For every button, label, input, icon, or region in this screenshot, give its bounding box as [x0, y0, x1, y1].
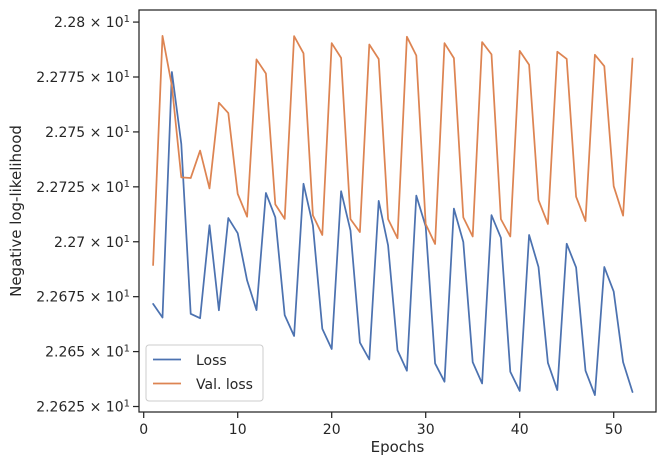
- series-line-loss: [152, 71, 634, 396]
- x-tick-label: 10: [229, 422, 247, 438]
- y-axis-label: Negative log-likelihood: [7, 125, 25, 297]
- plot-frame: [138, 9, 657, 413]
- x-tick-label: 50: [605, 422, 623, 438]
- series-lines: [152, 35, 634, 396]
- y-tick-label: 2.265 × 101: [45, 343, 130, 361]
- y-tick-label: 2.2625 × 101: [36, 398, 130, 416]
- x-axis-label: Epochs: [371, 438, 425, 456]
- x-tick-label: 30: [417, 422, 435, 438]
- series-line-val-loss: [152, 35, 634, 266]
- y-tick-label: 2.2775 × 101: [36, 69, 130, 87]
- x-axis: 0 10 20 30 40 50: [139, 412, 623, 438]
- legend-label-val-loss: Val. loss: [196, 377, 253, 393]
- x-tick-label: 20: [323, 422, 341, 438]
- y-tick-label: 2.27 × 101: [54, 233, 130, 251]
- x-tick-label: 40: [511, 422, 529, 438]
- y-tick-label: 2.28 × 101: [54, 14, 130, 32]
- y-tick-label: 2.2675 × 101: [36, 288, 130, 306]
- legend: Loss Val. loss: [145, 344, 264, 402]
- y-axis: 2.2625 × 101 2.265 × 101 2.2675 × 101 2.27 …: [36, 14, 139, 416]
- legend-label-loss: Loss: [196, 353, 227, 369]
- x-tick-label: 0: [139, 422, 148, 438]
- y-tick-label: 2.2725 × 101: [36, 178, 130, 196]
- y-tick-label: 2.275 × 101: [45, 123, 130, 141]
